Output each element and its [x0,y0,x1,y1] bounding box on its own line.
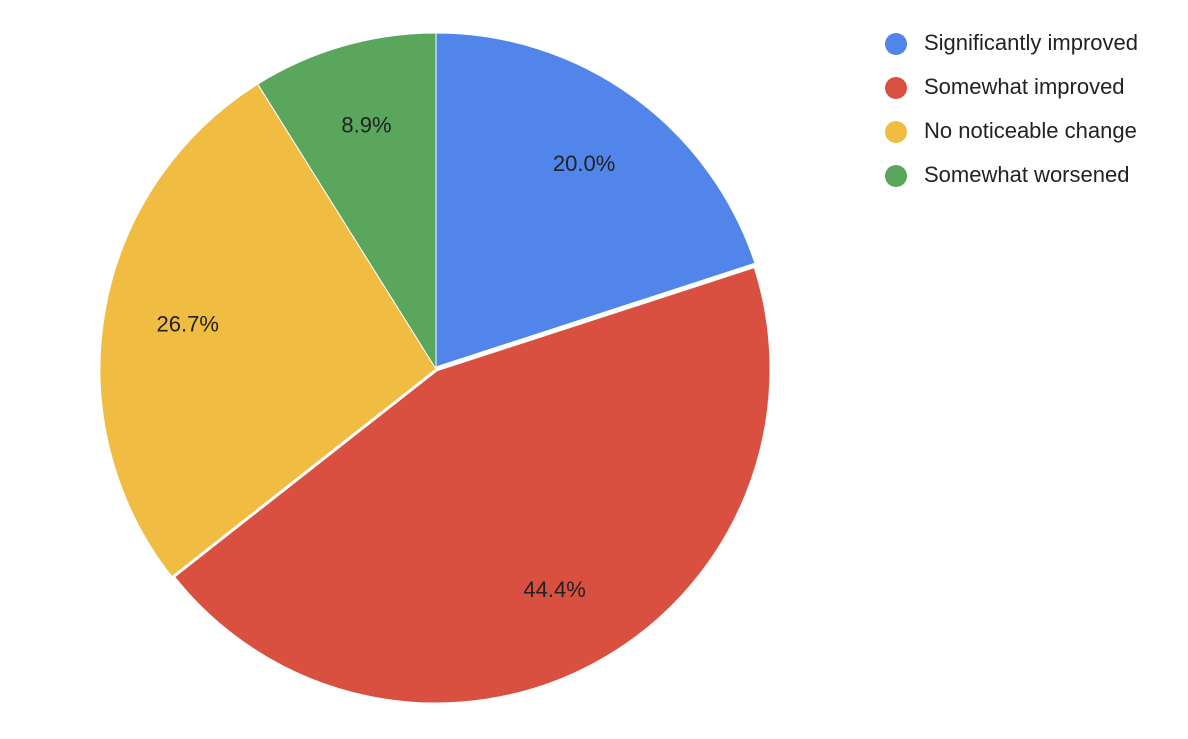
legend-marker [885,165,907,187]
legend-label: Somewhat improved [924,74,1125,99]
pie-slice [169,262,775,708]
legend-marker [885,77,907,99]
legend-label: No noticeable change [924,118,1137,143]
pie-slice [257,32,437,370]
legend-marker [885,33,907,55]
data-label: 20.0% [553,151,615,176]
legend-marker [885,121,907,143]
data-label: 8.9% [341,113,391,138]
data-label: 26.7% [157,311,219,336]
pie-slice [435,32,757,370]
legend-label: Significantly improved [924,30,1138,55]
legend-label: Somewhat worsened [924,162,1129,187]
data-label: 44.4% [523,577,585,602]
pie-slice [99,83,437,578]
